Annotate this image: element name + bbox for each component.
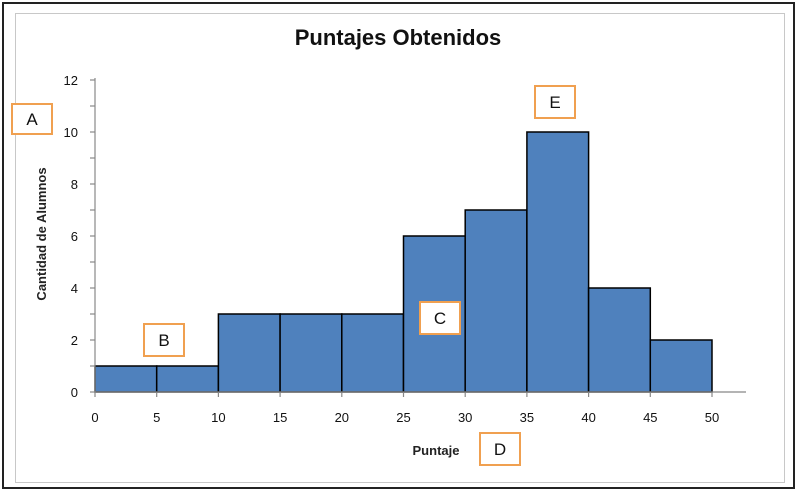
x-axis-title: Puntaje: [413, 443, 460, 458]
y-tick-label: 4: [71, 281, 78, 296]
bars-group: [94, 131, 713, 393]
x-tick-label: 5: [153, 410, 160, 425]
callout-c-box: [419, 301, 461, 335]
bar-10-15: [217, 313, 281, 393]
x-tick-label: 30: [458, 410, 472, 425]
callout-e-label: E: [549, 93, 560, 112]
bar-15-20: [279, 313, 343, 393]
x-tick-label: 15: [273, 410, 287, 425]
x-tick-label: 10: [211, 410, 225, 425]
bar-40-45: [587, 287, 652, 393]
bar-5-10: [155, 365, 220, 393]
chart-title: Puntajes Obtenidos: [295, 25, 502, 50]
bar-0-5: [94, 365, 158, 393]
x-tick-label: 40: [581, 410, 595, 425]
y-axis-title: Cantidad de Alumnos: [34, 167, 49, 300]
y-tick-label: 8: [71, 177, 78, 192]
y-tick-label: 10: [64, 125, 78, 140]
callout-b: B: [143, 323, 185, 357]
x-ticks-group: 0 5 10 15 20 25 30 35 40 45 50: [91, 392, 719, 425]
bar-45-50: [649, 339, 713, 393]
x-tick-label: 35: [520, 410, 534, 425]
bar-30-35: [464, 209, 528, 393]
x-tick-label: 20: [335, 410, 349, 425]
callout-d-label: D: [494, 440, 506, 459]
callout-c: C: [419, 301, 461, 335]
callout-b-label: B: [158, 331, 169, 350]
y-ticks-group: 0 2 4 6 8 10 12: [64, 73, 95, 400]
x-tick-label: 0: [91, 410, 98, 425]
x-tick-label: 50: [705, 410, 719, 425]
callout-c-label: C: [434, 309, 446, 328]
callout-a-box: [11, 103, 53, 135]
y-tick-label: 12: [64, 73, 78, 88]
callout-d-box: [479, 432, 521, 466]
callout-e-box: [534, 85, 576, 119]
callout-a-label: A: [26, 110, 38, 129]
bar-35-40: [526, 131, 590, 393]
callout-d: D: [479, 432, 521, 466]
x-tick-label: 45: [643, 410, 657, 425]
chart-area-border: [15, 13, 785, 483]
y-tick-label: 6: [71, 229, 78, 244]
callout-a: A: [11, 103, 53, 135]
callout-e: E: [534, 85, 576, 119]
y-tick-label: 2: [71, 333, 78, 348]
callout-b-box: [143, 323, 185, 357]
y-tick-label: 0: [71, 385, 78, 400]
x-tick-label: 25: [396, 410, 410, 425]
chart-frame: [2, 2, 795, 489]
bar-20-25: [341, 313, 405, 393]
